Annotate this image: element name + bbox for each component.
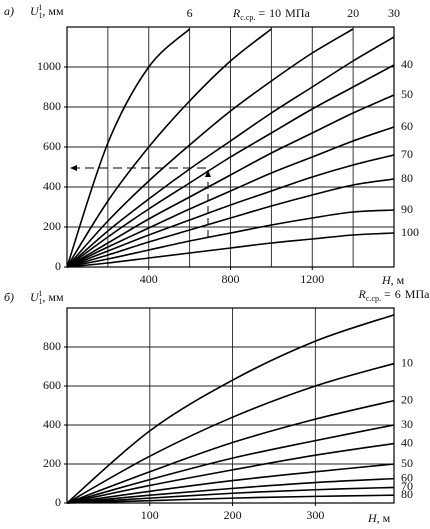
y-tick-label: 200 — [43, 456, 61, 470]
curve — [66, 209, 395, 268]
panel: 0 200 400 600 800 100 200 300 б) U11, мм H, м Rс.ср… — [4, 287, 430, 525]
series-name: 10 — [269, 6, 281, 20]
series-label: 70 — [401, 479, 413, 493]
series-label: 60 — [401, 119, 413, 133]
y-tick-label: 0 — [55, 259, 61, 273]
curve — [66, 477, 395, 504]
curve — [66, 94, 395, 268]
series-label: 80 — [401, 171, 413, 185]
curve — [66, 494, 395, 504]
r-symbol: R — [232, 6, 241, 20]
curve — [66, 424, 395, 504]
r-relation: = — [384, 287, 391, 301]
series-label: 80 — [401, 487, 413, 501]
y-label-unit: , мм — [42, 4, 64, 18]
series-label: 50 — [401, 456, 413, 470]
curve — [66, 36, 395, 268]
x-axis-label: H, м — [367, 511, 391, 525]
panel-label: а) — [4, 4, 14, 18]
series-label: 20 — [401, 392, 413, 406]
curve — [66, 463, 395, 504]
y-label-subscript: 1 — [39, 297, 43, 306]
x-label-unit: , м — [391, 273, 405, 287]
x-tick-label: 1200 — [300, 272, 324, 286]
curve — [66, 126, 395, 268]
x-tick-label: 400 — [140, 272, 158, 286]
x-axis-label: H, м — [381, 273, 405, 287]
y-tick-label: 600 — [43, 378, 61, 392]
x-label-unit: , м — [377, 511, 391, 525]
y-label-unit: , мм — [42, 290, 64, 304]
x-tick-label: 100 — [141, 508, 159, 522]
curve — [66, 442, 395, 504]
curve — [66, 154, 395, 268]
r-unit: МПа — [405, 287, 430, 301]
series-label: 30 — [388, 6, 400, 20]
curve — [66, 178, 395, 268]
y-label-superscript: 1 — [38, 3, 42, 12]
y-label-symbol: U — [30, 4, 40, 18]
series-label: 70 — [401, 147, 413, 161]
series-label: 40 — [401, 435, 413, 449]
curve — [66, 232, 395, 268]
y-tick-label: 1000 — [37, 59, 61, 73]
y-tick-label: 800 — [43, 99, 61, 113]
curve — [66, 28, 354, 268]
y-tick-label: 600 — [43, 139, 61, 153]
series-name: 6 — [395, 287, 401, 301]
y-tick-label: 0 — [55, 495, 61, 509]
r-symbol: R — [358, 287, 367, 301]
x-tick-label: 300 — [306, 508, 324, 522]
curve — [66, 28, 191, 268]
plot-frame — [66, 307, 395, 504]
y-label-superscript: 1 — [38, 289, 42, 298]
series-label: 50 — [401, 87, 413, 101]
r-subscript: с.ср. — [366, 294, 381, 303]
series-label: Rс.ср. = 10 МПа — [232, 6, 311, 22]
curve — [66, 64, 395, 268]
y-tick-label: 400 — [43, 417, 61, 431]
guide-arrow — [70, 165, 211, 237]
x-label-symbol: H — [367, 511, 378, 525]
series-label: 6 — [187, 6, 193, 20]
x-tick-label: 200 — [224, 508, 242, 522]
series-label: Rс.ср. = 6 МПа — [358, 287, 430, 303]
series-label: 10 — [401, 355, 413, 369]
x-label-symbol: H — [381, 273, 392, 287]
curve — [66, 28, 272, 268]
y-tick-label: 400 — [43, 179, 61, 193]
series-label: 90 — [401, 202, 413, 216]
y-tick-label: 200 — [43, 219, 61, 233]
x-tick-label: 800 — [222, 272, 240, 286]
series-label: 60 — [401, 470, 413, 484]
y-axis-label: U11, мм — [30, 289, 64, 306]
r-unit: МПа — [285, 6, 310, 20]
curve — [66, 362, 395, 504]
y-label-symbol: U — [30, 290, 40, 304]
series-label: 30 — [401, 417, 413, 431]
y-tick-label: 800 — [43, 339, 61, 353]
series-label: 20 — [347, 6, 359, 20]
series-label: 40 — [401, 57, 413, 71]
curve — [66, 486, 395, 504]
series-label: 100 — [401, 225, 419, 239]
curve — [66, 314, 395, 504]
r-relation: = — [258, 6, 265, 20]
y-label-subscript: 1 — [39, 11, 43, 20]
panel-label: б) — [4, 290, 14, 304]
y-axis-label: U11, мм — [30, 3, 64, 20]
curve — [66, 399, 395, 504]
r-subscript: с.ср. — [240, 13, 255, 22]
